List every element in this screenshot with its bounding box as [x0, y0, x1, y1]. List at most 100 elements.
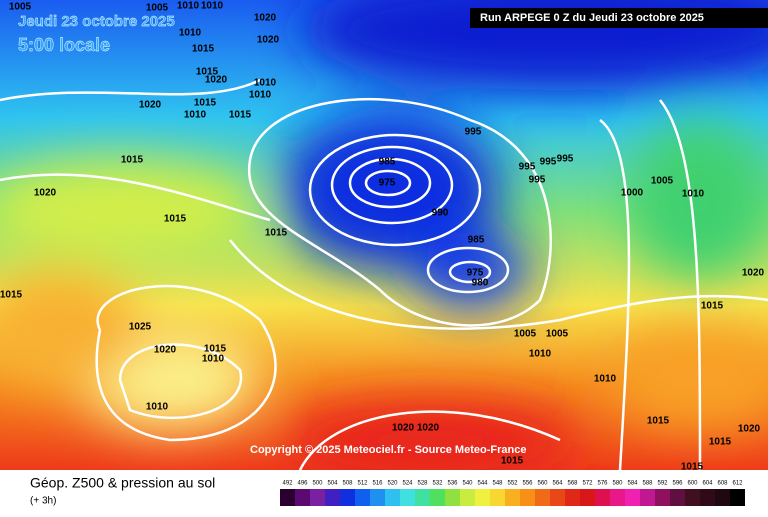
isobar-label: 1010 — [184, 110, 207, 121]
legend-tick-label: 584 — [627, 481, 638, 487]
legend-swatch — [430, 489, 445, 506]
copyright: Copyright © 2025 Meteociel.fr - Source M… — [250, 444, 526, 456]
legend-swatch — [280, 489, 295, 506]
legend-tick-label: 588 — [642, 481, 653, 487]
isobar-label: 1015 — [0, 290, 23, 301]
isobar-label: 1015 — [647, 416, 670, 427]
isobar-label: 1020 — [154, 345, 177, 356]
legend-tick-label: 596 — [672, 481, 683, 487]
legend-tick-label: 556 — [522, 481, 533, 487]
legend-swatch — [535, 489, 550, 506]
legend-swatch — [490, 489, 505, 506]
isobar-label: 1020 — [139, 100, 162, 111]
legend-swatch — [505, 489, 520, 506]
isobar-label: 1025 — [129, 322, 152, 333]
legend-tick-label: 548 — [492, 481, 503, 487]
isobar-label: 1015 — [229, 110, 252, 121]
isobar-label: 1010 — [179, 28, 202, 39]
legend-swatch — [670, 489, 685, 506]
legend-tick-label: 544 — [477, 481, 488, 487]
legend-swatch — [445, 489, 460, 506]
legend-swatch — [685, 489, 700, 506]
legend-tick-label: 520 — [387, 481, 398, 487]
legend-swatch — [625, 489, 640, 506]
legend-swatch — [565, 489, 580, 506]
legend-swatch — [460, 489, 475, 506]
isobar-label: 1010 — [594, 374, 617, 385]
isobar-label: 1015 — [681, 462, 704, 473]
isobar-label: 995 — [465, 127, 482, 138]
legend-swatch — [475, 489, 490, 506]
legend-swatch — [385, 489, 400, 506]
legend-swatch — [355, 489, 370, 506]
legend-tick-label: 572 — [582, 481, 593, 487]
legend-swatch — [520, 489, 535, 506]
legend-swatch — [595, 489, 610, 506]
legend-swatch — [340, 489, 355, 506]
run-box — [470, 8, 768, 28]
isobar-label: 1010 — [202, 354, 225, 365]
isobar-label: 985 — [379, 157, 396, 168]
isobar-label: 980 — [472, 278, 489, 289]
legend-tick-label: 560 — [537, 481, 548, 487]
isobar-label: 990 — [432, 208, 449, 219]
isobar-label: 1010 — [254, 78, 277, 89]
isobar-label: 1015 — [121, 155, 144, 166]
legend-tick-label: 564 — [552, 481, 563, 487]
legend-swatch — [640, 489, 655, 506]
legend-swatch — [550, 489, 565, 506]
isobar-label: 975 — [379, 178, 396, 189]
isobars — [0, 78, 768, 471]
isobar-label: 1005 — [651, 176, 674, 187]
date-label: Jeudi 23 octobre 2025 — [18, 13, 175, 30]
isobar-label: 1020 — [742, 268, 765, 279]
legend-swatch — [370, 489, 385, 506]
legend-tick-label: 512 — [357, 481, 368, 487]
isobar-label: 1020 — [257, 35, 280, 46]
isobar-label: 1015 — [709, 437, 732, 448]
color-legend: 492 496 500 504 508 512 516 520 524 528 532 536 540 5… — [280, 481, 745, 506]
legend-swatch — [655, 489, 670, 506]
isobar-labels: 1005 1005 1010 1010102010101015102010151020… — [0, 1, 765, 473]
legend-swatch — [325, 489, 340, 506]
legend-tick-label: 492 — [282, 481, 293, 487]
legend-tick-label: 608 — [717, 481, 728, 487]
isobar-label: 1015 — [196, 67, 219, 78]
isobar-label: 1005 — [146, 3, 169, 14]
isobar-label: 995 — [557, 154, 574, 165]
legend-tick-label: 516 — [372, 481, 383, 487]
legend-tick-label: 612 — [732, 481, 743, 487]
legend-tick-label: 508 — [342, 481, 353, 487]
legend-tick-label: 604 — [702, 481, 713, 487]
isobar-label: 1010 — [201, 1, 224, 12]
legend-tick-label: 580 — [612, 481, 623, 487]
isobar-label: 1010 — [177, 1, 200, 12]
isobar-label: 1015 — [164, 214, 187, 225]
legend-swatch — [400, 489, 415, 506]
isobar-label: 1015 — [192, 44, 215, 55]
isobar-label: 1015 — [204, 344, 227, 355]
legend-tick-label: 532 — [432, 481, 443, 487]
isobar-label: 1015 — [194, 98, 217, 109]
legend-tick-label: 496 — [297, 481, 308, 487]
run-label: Run ARPEGE 0 Z du Jeudi 23 octobre 2025 — [480, 12, 704, 24]
legend-tick-label: 592 — [657, 481, 668, 487]
isobar-label: 1020 — [392, 423, 415, 434]
legend-tick-label: 540 — [462, 481, 473, 487]
isobar-label: 1010 — [529, 349, 552, 360]
legend-tick-label: 552 — [507, 481, 518, 487]
legend-swatch — [310, 489, 325, 506]
legend-swatch — [730, 489, 745, 506]
isobar-label: 1020 — [205, 75, 228, 86]
isobar-label: 1010 — [146, 402, 169, 413]
isobar-label: 1010 — [682, 189, 705, 200]
isobar-label: 995 — [519, 162, 536, 173]
isobar-label: 995 — [529, 175, 546, 186]
legend-tick-label: 504 — [327, 481, 338, 487]
isobar-label: 1005 — [514, 329, 537, 340]
footer-subtitle: (+ 3h) — [30, 496, 56, 507]
legend-swatch — [700, 489, 715, 506]
legend-tick-label: 576 — [597, 481, 608, 487]
legend-swatch — [415, 489, 430, 506]
